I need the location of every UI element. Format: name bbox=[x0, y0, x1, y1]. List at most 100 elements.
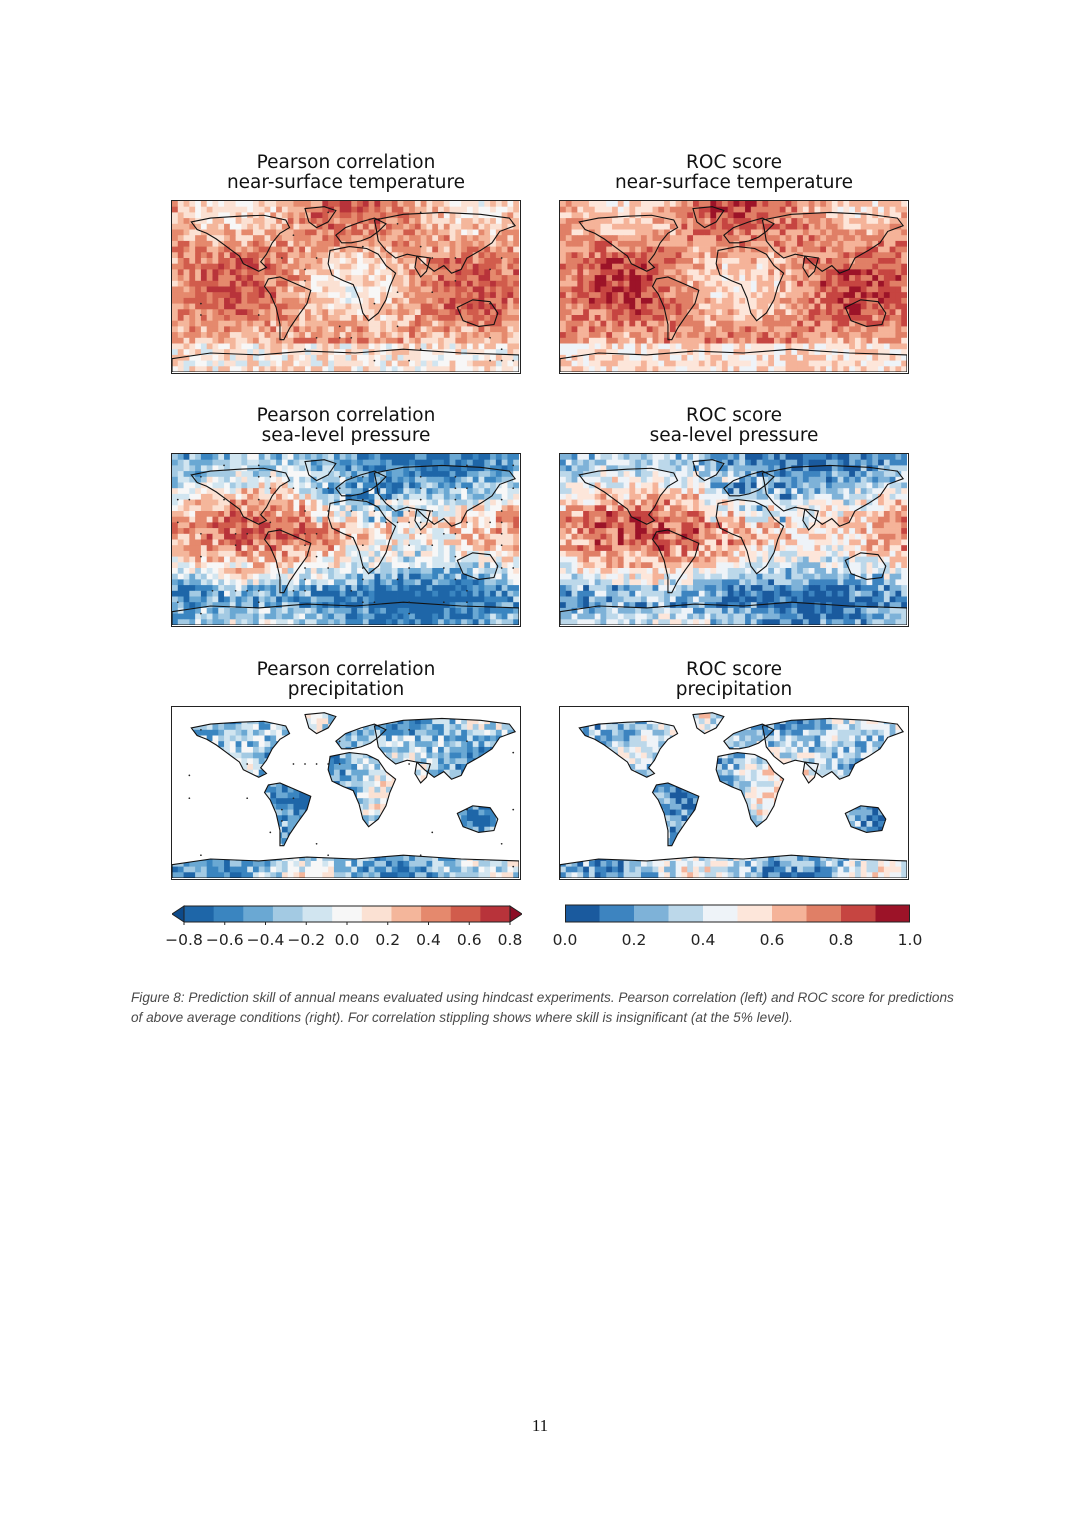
map-cell bbox=[721, 212, 729, 219]
map-cell bbox=[241, 309, 248, 316]
map-cell bbox=[333, 573, 341, 580]
map-cell bbox=[507, 252, 514, 259]
map-cell bbox=[472, 505, 479, 512]
map-cell bbox=[594, 280, 601, 287]
map-cell bbox=[391, 218, 398, 225]
map-cell bbox=[797, 343, 804, 350]
map-cell bbox=[345, 206, 352, 213]
map-cell bbox=[368, 218, 375, 225]
map-cell bbox=[478, 511, 485, 518]
map-cell bbox=[432, 286, 439, 293]
map-cell bbox=[172, 522, 179, 529]
map-cell bbox=[802, 275, 810, 282]
map-cell bbox=[293, 573, 300, 580]
map-cell bbox=[617, 349, 625, 356]
map-cell bbox=[872, 360, 879, 367]
map-cell bbox=[652, 280, 659, 287]
map-cell bbox=[322, 573, 329, 580]
map-cell bbox=[310, 493, 317, 500]
map-cell bbox=[328, 263, 335, 270]
map-cell bbox=[241, 459, 248, 466]
map-cell bbox=[258, 533, 265, 540]
map-cell bbox=[687, 206, 694, 213]
map-cell bbox=[224, 269, 231, 276]
map-cell bbox=[385, 493, 393, 500]
map-cell bbox=[768, 332, 775, 339]
map-cell bbox=[270, 354, 277, 361]
map-cell bbox=[328, 528, 335, 535]
map-pearson-slp bbox=[171, 453, 521, 627]
map-cell bbox=[247, 201, 254, 208]
map-cell bbox=[449, 201, 456, 208]
map-cell bbox=[658, 280, 665, 287]
map-cell bbox=[687, 212, 694, 219]
map-cell bbox=[600, 366, 607, 372]
map-cell bbox=[287, 275, 294, 282]
map-cell bbox=[617, 286, 625, 293]
map-cell bbox=[472, 366, 479, 372]
map-cell bbox=[206, 562, 213, 569]
map-cell bbox=[565, 332, 572, 339]
map-cell bbox=[721, 315, 729, 322]
map-cell bbox=[681, 258, 688, 265]
map-cell bbox=[629, 258, 636, 265]
map-cell bbox=[779, 201, 786, 208]
map-cell bbox=[797, 229, 804, 236]
map-cell bbox=[432, 516, 439, 523]
map-cell bbox=[403, 263, 410, 270]
map-cell bbox=[466, 343, 474, 350]
map-cell bbox=[177, 275, 184, 282]
map-cell bbox=[461, 263, 468, 270]
map-cell bbox=[252, 528, 260, 535]
map-cell bbox=[866, 309, 873, 316]
map-cell bbox=[687, 354, 694, 361]
map-cell bbox=[397, 476, 404, 483]
map-cell bbox=[339, 286, 346, 293]
map-cell bbox=[455, 550, 462, 557]
map-cell bbox=[241, 206, 248, 213]
map-cell bbox=[351, 349, 358, 356]
map-cell bbox=[177, 212, 184, 219]
map-cell bbox=[357, 545, 364, 552]
map-cell bbox=[195, 366, 202, 372]
map-cell bbox=[339, 568, 346, 575]
map-cell bbox=[733, 303, 740, 310]
map-cell bbox=[357, 482, 364, 489]
map-cell bbox=[583, 212, 590, 219]
map-cell bbox=[710, 337, 717, 344]
map-cell bbox=[195, 539, 202, 546]
map-cell bbox=[368, 476, 375, 483]
map-cell bbox=[409, 360, 416, 367]
map-cell bbox=[791, 240, 798, 247]
map-cell bbox=[895, 252, 902, 259]
map-cell bbox=[310, 499, 317, 506]
map-cell bbox=[664, 201, 671, 208]
map-cell bbox=[385, 240, 393, 247]
map-cell bbox=[183, 229, 190, 236]
map-cell bbox=[299, 349, 306, 356]
map-cell bbox=[872, 286, 879, 293]
map-cell bbox=[739, 212, 746, 219]
map-cell bbox=[403, 343, 410, 350]
map-cell bbox=[362, 206, 370, 213]
map-cell bbox=[443, 354, 450, 361]
map-cell bbox=[756, 258, 763, 265]
map-cell bbox=[380, 303, 387, 310]
map-cell bbox=[287, 556, 294, 563]
map-cell bbox=[745, 303, 752, 310]
map-cell bbox=[461, 258, 468, 265]
map-cell bbox=[391, 206, 398, 213]
map-cell bbox=[640, 235, 648, 242]
map-cell bbox=[826, 223, 833, 230]
map-cell bbox=[455, 488, 462, 495]
map-cell bbox=[797, 303, 804, 310]
map-cell bbox=[443, 459, 450, 466]
map-cell bbox=[362, 201, 370, 208]
stipple-dot bbox=[304, 348, 306, 351]
map-cell bbox=[513, 218, 519, 225]
map-cell bbox=[397, 303, 404, 310]
map-cell bbox=[420, 292, 427, 299]
map-cell bbox=[414, 465, 422, 472]
map-cell bbox=[513, 539, 519, 546]
map-cell bbox=[727, 337, 734, 344]
